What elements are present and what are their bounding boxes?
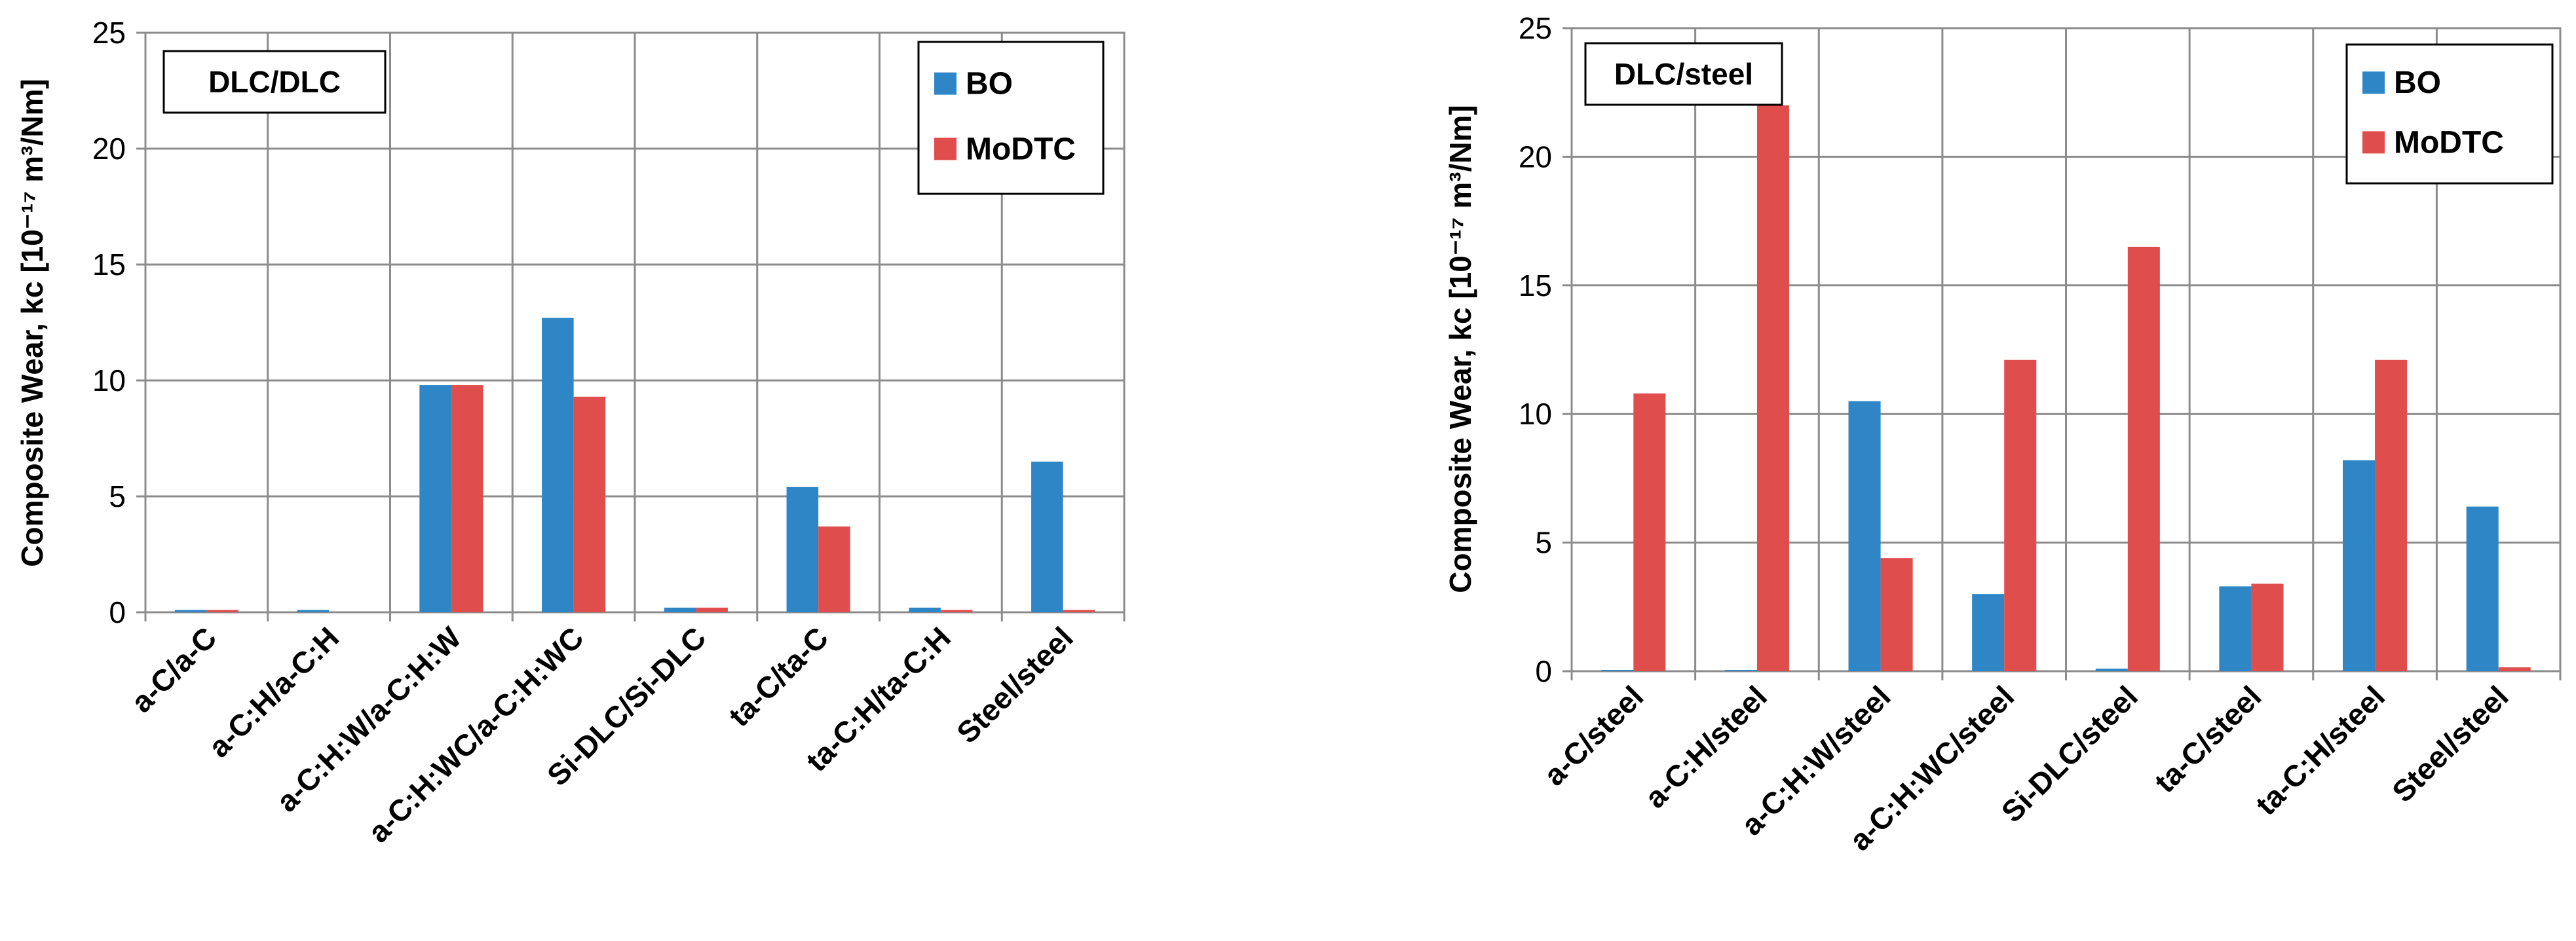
x-tick-label: ta-C/ta-C xyxy=(722,620,835,733)
legend-swatch-bo xyxy=(2362,71,2385,94)
bar-modtc-5 xyxy=(2127,246,2160,671)
bar-modtc-6 xyxy=(2251,583,2284,671)
legend-label-modtc: MoDTC xyxy=(966,132,1076,166)
chart-title: DLC/steel xyxy=(1614,57,1753,91)
chart-title-box xyxy=(1584,42,1783,106)
bar-bo-8 xyxy=(2466,506,2499,671)
bar-modtc-7 xyxy=(940,610,973,612)
bar-modtc-8 xyxy=(2498,667,2531,671)
bar-bo-7 xyxy=(909,607,941,612)
legend-label-bo: BO xyxy=(2394,65,2441,100)
bar-bo-3 xyxy=(1848,401,1881,671)
x-tick-label: a-C/steel xyxy=(1537,679,1650,792)
y-tick-label: 5 xyxy=(109,479,126,513)
chart-1: 0510152025a-C/steela-C:H/steela-C:H:W/st… xyxy=(1443,11,2562,857)
chart-0: 0510152025a-C/a-Ca-C:H/a-C:Ha-C:H:W/a-C:… xyxy=(15,16,1126,849)
legend-label-modtc: MoDTC xyxy=(2394,125,2504,160)
legend-swatch-modtc xyxy=(934,138,957,160)
x-tick-label: Steel/steel xyxy=(2385,679,2515,809)
bar-modtc-7 xyxy=(2375,360,2408,671)
bar-modtc-3 xyxy=(1880,558,1913,671)
bar-bo-1 xyxy=(174,610,207,612)
bar-modtc-3 xyxy=(451,385,483,612)
y-tick-label: 20 xyxy=(92,132,126,166)
legend-swatch-bo xyxy=(934,72,957,95)
y-tick-label: 15 xyxy=(92,248,126,282)
x-tick-label: a-C:H:WC/a-C:H:WC xyxy=(361,620,590,849)
bar-bo-4 xyxy=(1972,594,2005,671)
chart-title-box xyxy=(162,50,387,114)
bar-bo-6 xyxy=(786,487,819,612)
y-tick-label: 0 xyxy=(109,595,126,629)
y-tick-label: 10 xyxy=(1519,397,1552,431)
y-tick-label: 10 xyxy=(92,363,126,397)
x-tick-label: a-C/a-C xyxy=(124,620,223,719)
plot-frame xyxy=(144,31,1126,614)
legend xyxy=(2345,43,2554,185)
y-tick-label: 5 xyxy=(1535,526,1552,560)
x-tick-label: ta-C:H/steel xyxy=(2249,679,2392,822)
bar-bo-5 xyxy=(2095,669,2128,671)
bar-modtc-2 xyxy=(1756,105,1789,672)
plot-frame xyxy=(1570,27,2562,673)
x-tick-label: a-C:H/steel xyxy=(1638,679,1773,815)
y-tick-label: 25 xyxy=(92,16,126,50)
x-tick-label: Steel/steel xyxy=(950,620,1080,750)
legend-label-bo: BO xyxy=(966,67,1013,101)
y-tick-label: 15 xyxy=(1519,268,1552,303)
bar-modtc-4 xyxy=(573,396,606,612)
bar-bo-1 xyxy=(1601,670,1634,671)
bar-modtc-8 xyxy=(1063,610,1095,612)
bar-modtc-5 xyxy=(696,607,728,612)
y-axis-title: Composite Wear, kc [10⁻¹⁷ m³/Nm] xyxy=(1443,105,1477,593)
bar-bo-5 xyxy=(664,607,696,612)
x-tick-label: ta-C/steel xyxy=(2148,679,2267,799)
bar-bo-3 xyxy=(419,385,451,612)
bar-bo-8 xyxy=(1031,461,1063,612)
bar-bo-2 xyxy=(297,610,330,612)
chart-title: DLC/DLC xyxy=(208,65,341,99)
bar-bo-4 xyxy=(542,318,574,612)
bar-bo-6 xyxy=(2219,586,2252,671)
bar-bo-2 xyxy=(1724,670,1757,671)
y-tick-label: 0 xyxy=(1535,654,1552,688)
y-axis-title: Composite Wear, kc [10⁻¹⁷ m³/Nm] xyxy=(15,79,49,566)
bar-modtc-1 xyxy=(206,610,238,612)
y-tick-label: 25 xyxy=(1519,11,1552,45)
legend-swatch-modtc xyxy=(2362,131,2385,154)
bar-bo-7 xyxy=(2343,460,2376,671)
y-tick-label: 20 xyxy=(1519,139,1552,174)
bar-modtc-1 xyxy=(1633,393,1666,671)
bar-modtc-6 xyxy=(818,526,850,612)
bar-modtc-4 xyxy=(2004,360,2037,671)
legend xyxy=(917,41,1105,195)
